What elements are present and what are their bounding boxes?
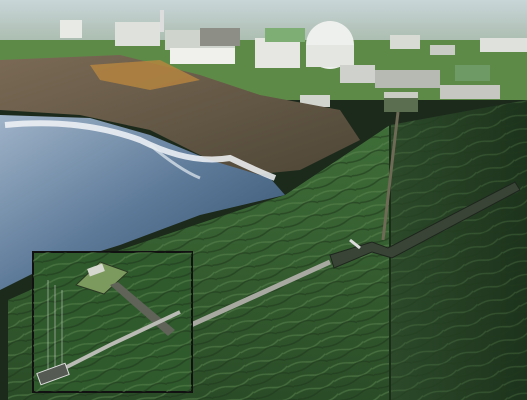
shaft-building [384, 96, 418, 112]
repository-tunnel [329, 181, 521, 269]
buildings [60, 10, 527, 107]
rock-texture [390, 100, 527, 400]
surf [4, 120, 277, 181]
shaft [381, 111, 400, 241]
surf [149, 143, 201, 180]
cliff [0, 55, 360, 175]
sea [0, 115, 285, 290]
cliff-highlight [90, 60, 200, 90]
shaft-roof [384, 92, 418, 98]
tunnel-junction [349, 238, 361, 250]
inset [32, 251, 193, 393]
